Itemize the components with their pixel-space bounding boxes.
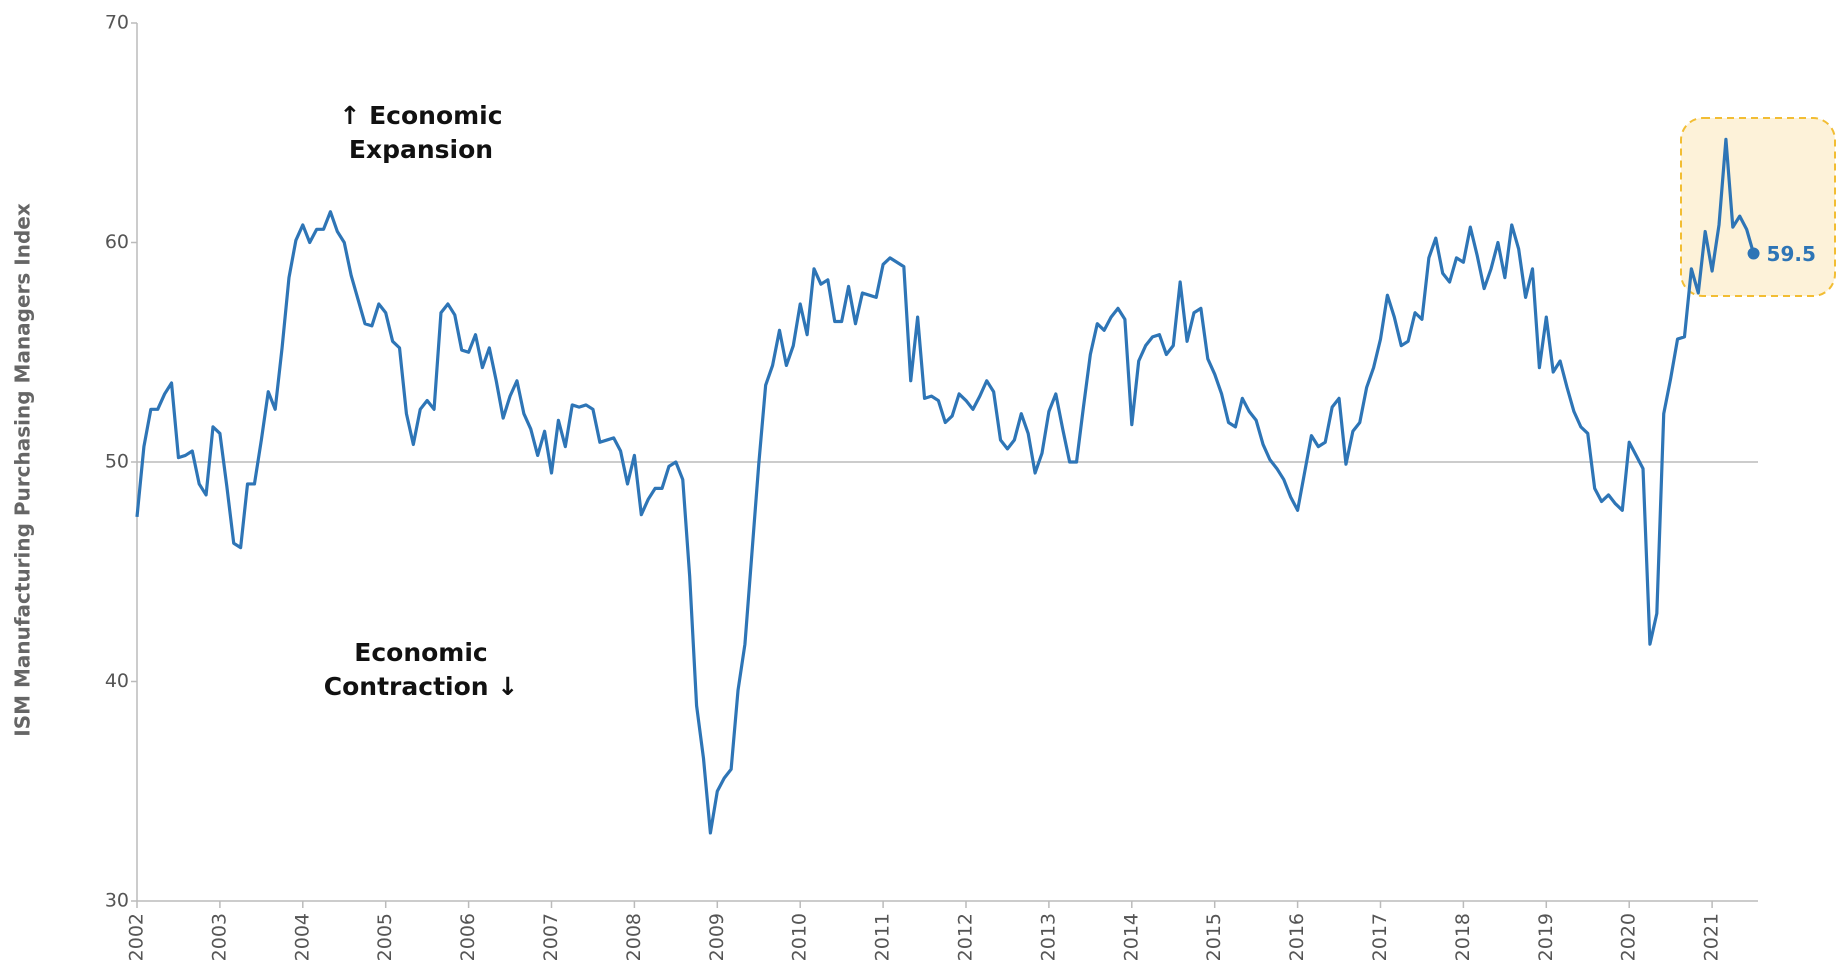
annotation: Economic <box>354 638 487 667</box>
x-tick-label: 2012 <box>955 913 977 961</box>
x-tick-label: 2005 <box>374 913 396 961</box>
y-tick-label: 30 <box>105 890 129 912</box>
x-tick-label: 2014 <box>1120 913 1142 961</box>
y-tick-label: 60 <box>105 231 129 253</box>
x-tick-label: 2002 <box>126 913 148 961</box>
x-tick-label: 2013 <box>1037 913 1059 961</box>
x-tick-label: 2017 <box>1369 913 1391 961</box>
last-point <box>1747 247 1760 260</box>
x-tick-label: 2009 <box>706 913 728 961</box>
x-tick-label: 2015 <box>1203 913 1225 961</box>
x-tick-label: 2016 <box>1286 913 1308 961</box>
last-value-label: 59.5 <box>1767 242 1816 266</box>
x-tick-label: 2011 <box>872 913 894 961</box>
annotation: Contraction ↓ <box>324 672 518 701</box>
y-axis-label: ISM Manufacturing Purchasing Managers In… <box>11 203 35 737</box>
x-tick-label: 2021 <box>1701 913 1723 961</box>
x-tick-label: 2007 <box>540 913 562 961</box>
annotation: Expansion <box>349 135 493 164</box>
x-tick-label: 2003 <box>208 913 230 961</box>
x-tick-label: 2020 <box>1618 913 1640 961</box>
data-line <box>135 137 1756 835</box>
annotation: ↑ Economic <box>339 101 502 130</box>
y-tick-label: 50 <box>105 451 129 473</box>
x-tick-label: 2008 <box>623 913 645 961</box>
x-tick-label: 2019 <box>1535 913 1557 961</box>
x-tick-label: 2018 <box>1452 913 1474 961</box>
y-tick-label: 40 <box>105 670 129 692</box>
highlight-box <box>1680 117 1836 297</box>
x-tick-label: 2004 <box>291 913 313 961</box>
y-tick-label: 70 <box>105 12 129 34</box>
x-tick-label: 2006 <box>457 913 479 961</box>
x-tick-label: 2010 <box>789 913 811 961</box>
